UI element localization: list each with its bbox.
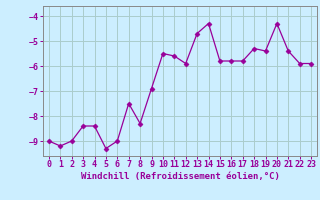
X-axis label: Windchill (Refroidissement éolien,°C): Windchill (Refroidissement éolien,°C) xyxy=(81,172,279,181)
